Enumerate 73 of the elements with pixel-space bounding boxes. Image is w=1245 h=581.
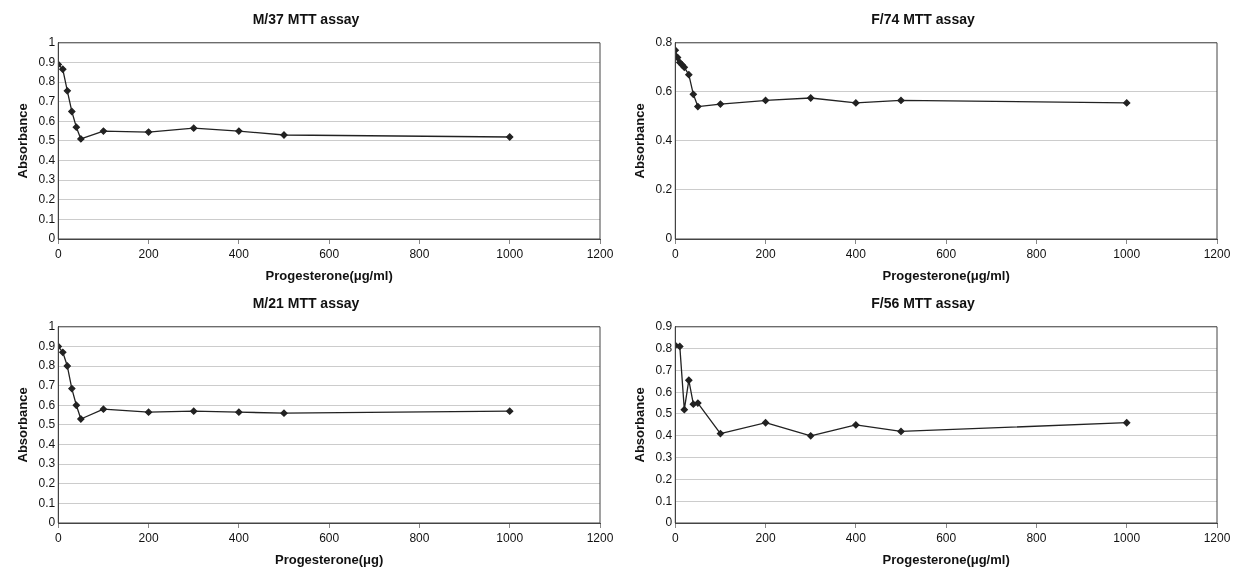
x-tick-label: 800 [409,530,430,545]
x-tick-label: 800 [1026,530,1047,545]
y-tick-label: 0.4 [38,152,56,167]
x-axis-title: Progesterone(μg) [274,551,384,567]
y-tick-label: 0.2 [655,471,673,486]
y-tick-label: 0.2 [38,476,56,491]
y-axis-title: Absorbance [632,387,648,463]
y-tick-label: 0.6 [655,84,673,99]
y-tick-label: 0.6 [655,384,673,399]
x-axis-title: Progesterone(μg/ml) [882,551,1010,567]
y-tick-label: 0.8 [38,358,56,373]
y-tick-label: 0.3 [38,456,56,471]
y-tick-label: 0.1 [655,493,673,508]
y-tick-label: 0.7 [655,362,673,377]
y-tick-label: 0.8 [655,35,673,50]
y-axis-title: Absorbance [15,103,31,179]
x-tick-label: 200 [755,246,776,261]
y-tick-label: 0.9 [655,319,673,334]
y-tick-label: 0.9 [38,338,56,353]
y-tick-label: 0 [665,515,673,530]
y-tick-label: 0.6 [38,113,56,128]
y-tick-label: 0.4 [38,436,56,451]
y-tick-label: 0.7 [38,377,56,392]
x-tick-label: 400 [228,246,250,261]
y-tick-label: 0.9 [38,54,56,69]
y-tick-label: 1 [48,35,56,50]
y-tick-label: 0.4 [655,428,673,443]
x-tick-label: 600 [319,246,340,261]
y-axis-title: Absorbance [15,387,31,463]
chart-title: F/56 MTT assay [871,295,975,312]
chart-title: M/37 MTT assay [252,11,360,28]
y-tick-label: 0.5 [655,406,673,421]
y-tick-label: 0.7 [38,93,56,108]
x-tick-label: 600 [319,530,340,545]
x-axis-title: Progesterone(μg/ml) [882,267,1010,283]
x-axis-title: Progesterone(μg/ml) [265,267,393,283]
y-tick-label: 0.3 [655,449,673,464]
x-tick-label: 200 [755,530,776,545]
x-tick-label: 1000 [496,246,524,261]
chart-title: F/74 MTT assay [871,11,975,28]
x-tick-label: 200 [138,246,159,261]
y-tick-label: 0.5 [38,417,56,432]
y-tick-label: 0.4 [655,133,673,148]
x-tick-label: 1000 [496,530,524,545]
x-tick-label: 1000 [1113,530,1141,545]
y-tick-label: 0 [48,515,56,530]
y-tick-label: 0 [48,231,56,246]
y-tick-label: 0 [665,231,673,246]
chart-title: M/21 MTT assay [252,295,360,312]
x-tick-label: 400 [845,530,867,545]
y-tick-label: 0.8 [655,340,673,355]
y-tick-label: 0.2 [38,192,56,207]
y-tick-label: 0.1 [38,495,56,510]
x-tick-label: 1000 [1113,246,1141,261]
x-tick-label: 1200 [1203,530,1231,545]
y-axis-title: Absorbance [632,103,648,179]
y-tick-label: 0.6 [38,397,56,412]
x-tick-label: 600 [936,530,957,545]
y-tick-label: 1 [48,319,56,334]
x-tick-label: 600 [936,246,957,261]
y-tick-label: 0.1 [38,211,56,226]
x-tick-label: 400 [845,246,867,261]
x-tick-label: 1200 [1203,246,1231,261]
x-tick-label: 1200 [586,530,614,545]
y-tick-label: 0.5 [38,133,56,148]
x-tick-label: 800 [1026,246,1047,261]
y-tick-label: 0.3 [38,172,56,187]
y-tick-label: 0.8 [38,74,56,89]
x-tick-label: 400 [228,530,250,545]
x-tick-label: 800 [409,246,430,261]
x-tick-label: 200 [138,530,159,545]
y-tick-label: 0.2 [655,182,673,197]
x-tick-label: 1200 [586,246,614,261]
